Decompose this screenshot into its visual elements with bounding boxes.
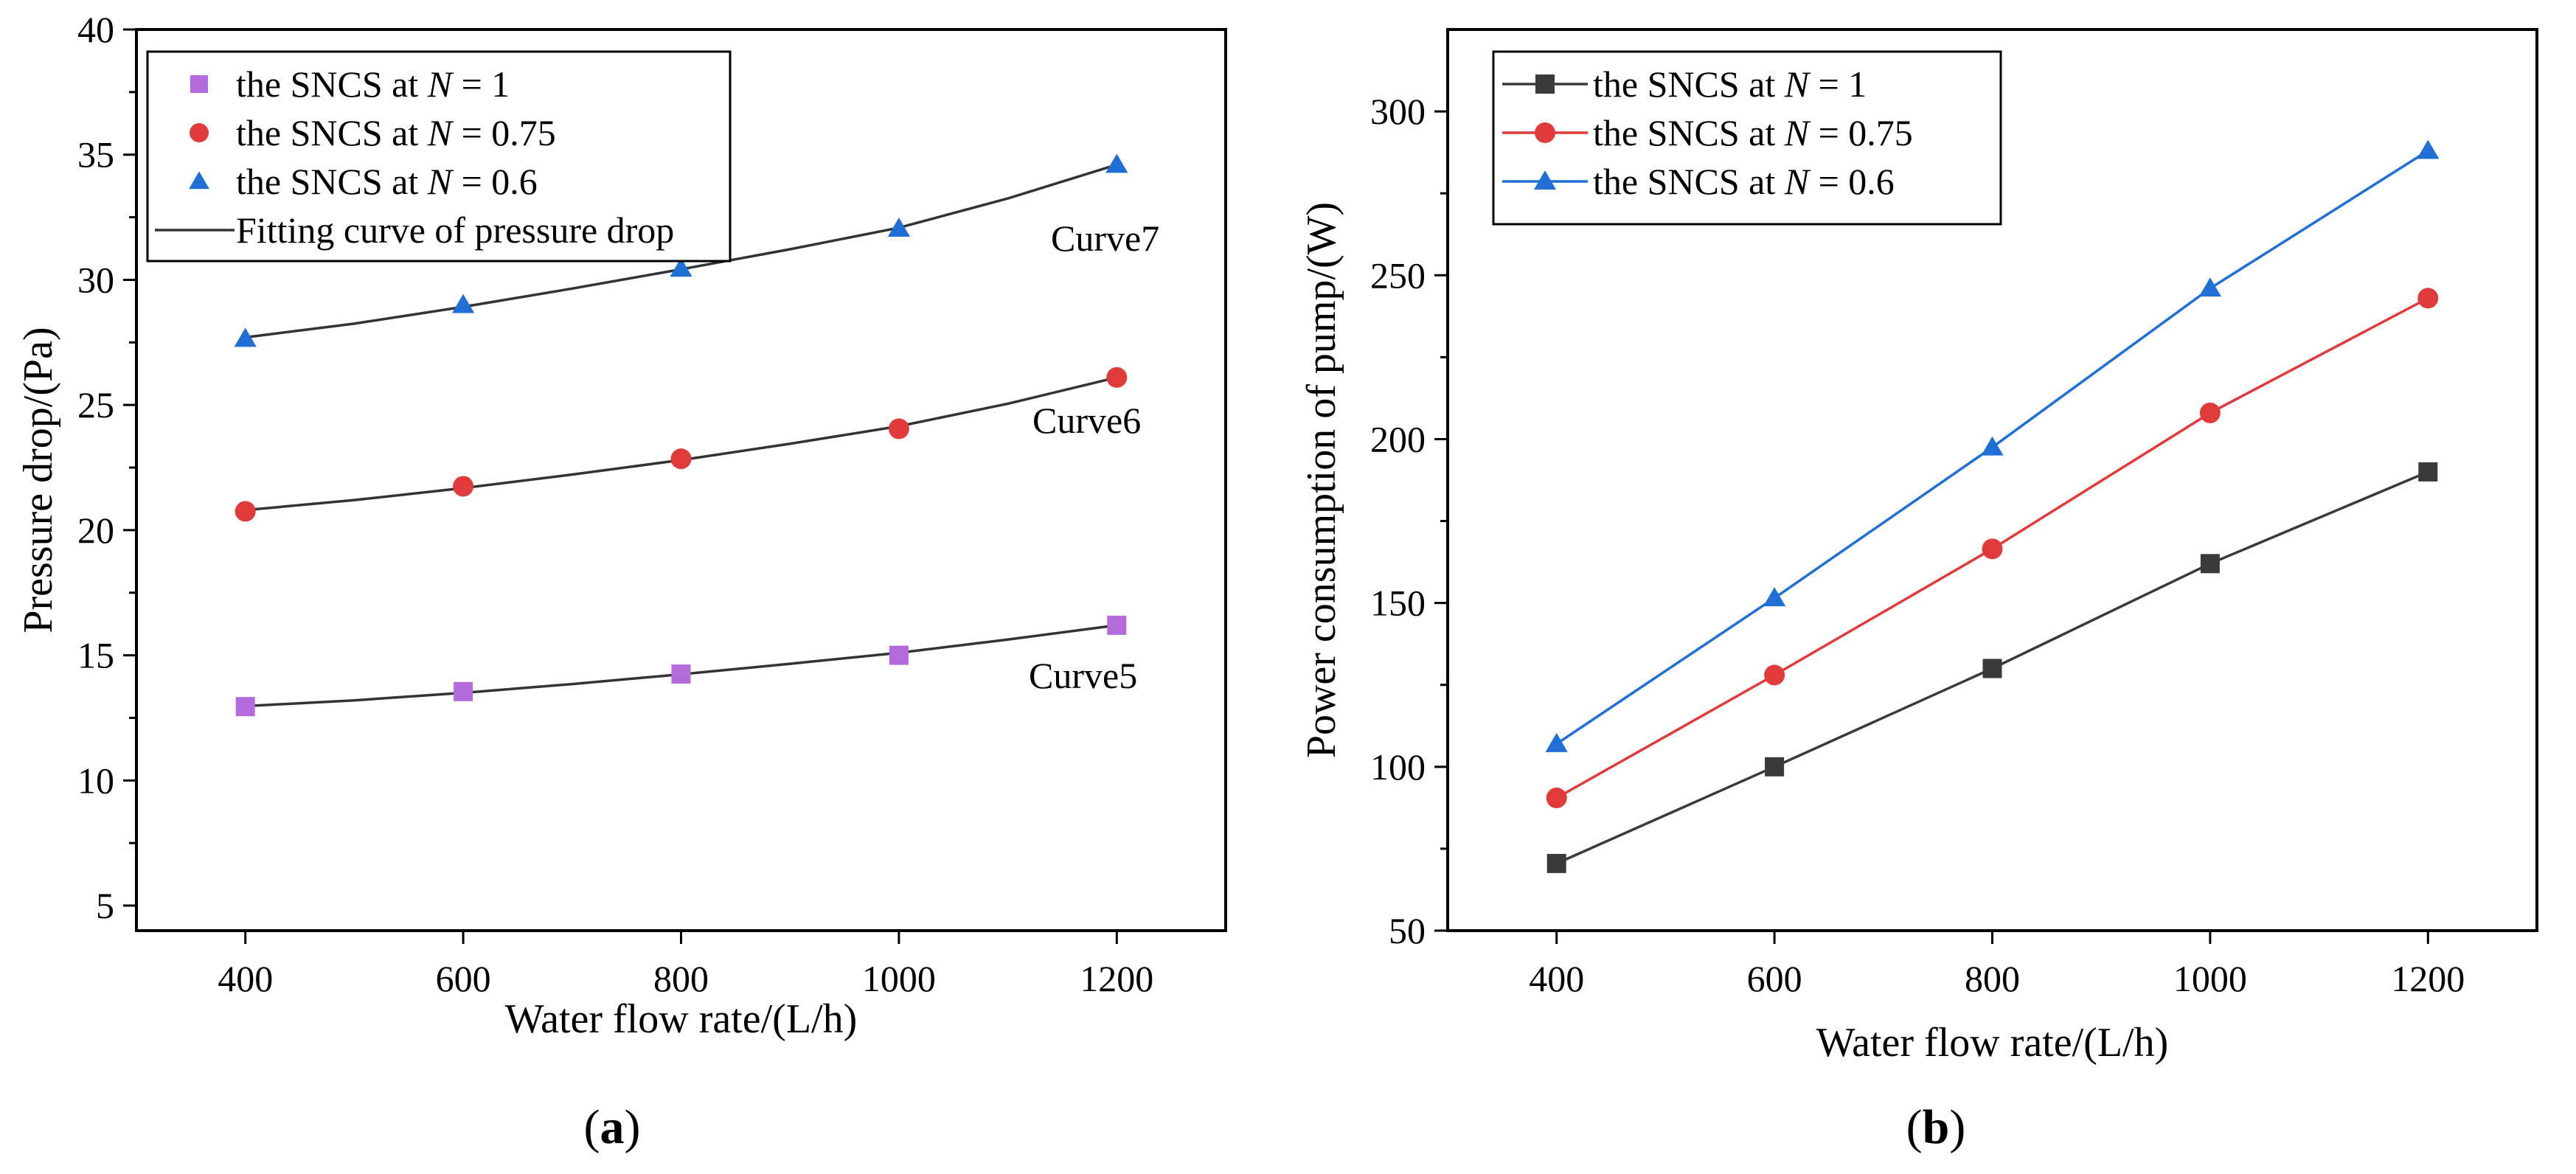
data-point [2417,139,2440,159]
data-point [235,697,255,717]
legend-label: the SNCS at N = 0.75 [236,112,556,153]
legend-marker-square [1535,74,1555,94]
data-point [1982,659,2002,678]
data-point [2199,402,2221,423]
x-tick-label: 400 [1529,958,1584,999]
y-tick-label: 25 [77,384,114,426]
panel-b-chart: 400 600 800 1000 1200 50 100 150 200 250 300 Water … [1299,28,2538,1154]
legend-box [1492,50,2002,226]
legend-label: the SNCS at N = 1 [236,63,510,105]
data-point [1763,587,1786,607]
fit-curve-curve6 [245,376,1117,512]
y-tick-label: 20 [77,510,114,551]
curve-label-curve5: Curve5 [1029,655,1137,696]
x-axis-title: Water flow rate/(L/h) [505,996,857,1042]
data-point [2418,462,2438,482]
data-point [2417,288,2439,309]
legend-label: the SNCS at N = 0.75 [1593,112,1913,153]
data-point [1981,436,2004,456]
x-tick-label: 800 [1965,958,2020,999]
y-tick-label: 40 [77,9,114,50]
legend: the SNCS at N = 1 the SNCS at N = 0.75 the… [1492,50,2002,226]
legend-marker-triangle [1533,170,1557,190]
y-tick-label: 100 [1370,746,1426,788]
legend-marker-triangle [189,171,209,190]
y-tick-label: 35 [77,134,114,176]
y-axis-title: Pressure drop/(Pa) [15,327,61,633]
data-point [1545,732,1568,752]
x-tick-label: 600 [1747,958,1802,999]
data-point [453,476,474,497]
x-axis-title: Water flow rate/(L/h) [1816,1020,2168,1066]
legend-marker-circle [190,123,209,142]
y-tick-label: 10 [77,760,114,801]
data-point [1106,367,1128,388]
data-point [887,218,910,237]
y-tick-label: 250 [1370,254,1426,296]
curve-label-curve7: Curve7 [1051,218,1159,259]
data-point [670,448,692,470]
data-point [235,501,256,522]
data-point [670,257,692,277]
y-axis-title: Power consumption of pump/(W) [1299,202,1344,758]
y-tick-label: 50 [1389,910,1426,951]
x-tick-label: 600 [436,958,491,999]
x-tick-label: 1000 [2173,958,2247,999]
x-tick-label: 1200 [2391,958,2465,999]
data-point [1107,615,1127,635]
legend-label: the SNCS at N = 0.6 [1593,161,1895,202]
x-tick-label: 1000 [862,958,936,999]
y-tick-label: 200 [1370,418,1426,459]
data-point [671,664,691,684]
y-tick-label: 150 [1370,583,1426,624]
data-point [2200,554,2220,574]
data-point [889,645,909,665]
legend-fit-label: Fitting curve of pressure drop [236,209,674,251]
data-point [1764,664,1785,686]
y-tick-label: 15 [77,635,114,676]
data-point [1982,538,2003,560]
y-tick-label: 5 [96,885,114,926]
data-point [1765,757,1785,777]
x-tick-label: 400 [218,958,273,999]
y-tick-label: 30 [77,259,114,300]
y-tick-label: 300 [1370,91,1426,132]
panel-label: (b) [1906,1100,1966,1154]
data-point [1546,853,1566,873]
curve-label-curve6: Curve6 [1032,400,1141,441]
data-point [888,418,909,440]
data-point [1105,153,1128,173]
legend: the SNCS at N = 1 the SNCS at N = 0.75 the… [146,50,732,263]
data-point [234,327,257,347]
panel-label: (a) [584,1100,641,1154]
legend-marker-circle [1535,122,1555,143]
x-tick-label: 800 [653,958,709,999]
data-point [454,681,473,701]
panel-a-chart: 400 600 800 1000 1200 5 10 15 20 25 30 35 40 Water fl… [15,9,1227,1154]
data-point [2198,277,2221,297]
legend-box [146,50,732,263]
legend-marker-square [190,75,208,93]
data-point [452,294,475,313]
x-tick-label: 1200 [1080,958,1153,999]
legend-label: the SNCS at N = 0.6 [236,161,538,202]
legend-label: the SNCS at N = 1 [1593,63,1867,105]
data-point [1546,788,1567,809]
